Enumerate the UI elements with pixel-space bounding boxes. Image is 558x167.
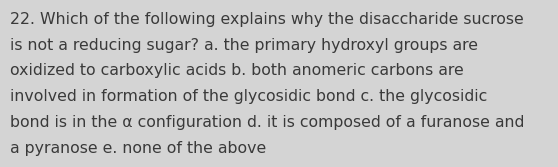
Text: is not a reducing sugar? a. the primary hydroxyl groups are: is not a reducing sugar? a. the primary … bbox=[10, 38, 478, 53]
Text: bond is in the α configuration d. it is composed of a furanose and: bond is in the α configuration d. it is … bbox=[10, 115, 525, 130]
Text: a pyranose e. none of the above: a pyranose e. none of the above bbox=[10, 141, 266, 156]
Text: involved in formation of the glycosidic bond c. the glycosidic: involved in formation of the glycosidic … bbox=[10, 89, 487, 104]
Text: 22. Which of the following explains why the disaccharide sucrose: 22. Which of the following explains why … bbox=[10, 12, 524, 27]
Text: oxidized to carboxylic acids b. both anomeric carbons are: oxidized to carboxylic acids b. both ano… bbox=[10, 63, 464, 78]
